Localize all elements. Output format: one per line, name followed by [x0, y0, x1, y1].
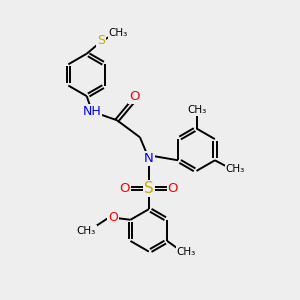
- Text: CH₃: CH₃: [77, 226, 96, 236]
- Text: N: N: [144, 152, 154, 165]
- Text: S: S: [144, 181, 154, 196]
- Text: CH₃: CH₃: [177, 247, 196, 257]
- Text: CH₃: CH₃: [109, 28, 128, 38]
- Text: NH: NH: [82, 105, 101, 118]
- Text: O: O: [119, 182, 130, 195]
- Text: CH₃: CH₃: [226, 164, 245, 174]
- Text: O: O: [168, 182, 178, 195]
- Text: S: S: [98, 34, 105, 47]
- Text: O: O: [129, 90, 140, 103]
- Text: O: O: [108, 211, 118, 224]
- Text: CH₃: CH₃: [187, 105, 206, 115]
